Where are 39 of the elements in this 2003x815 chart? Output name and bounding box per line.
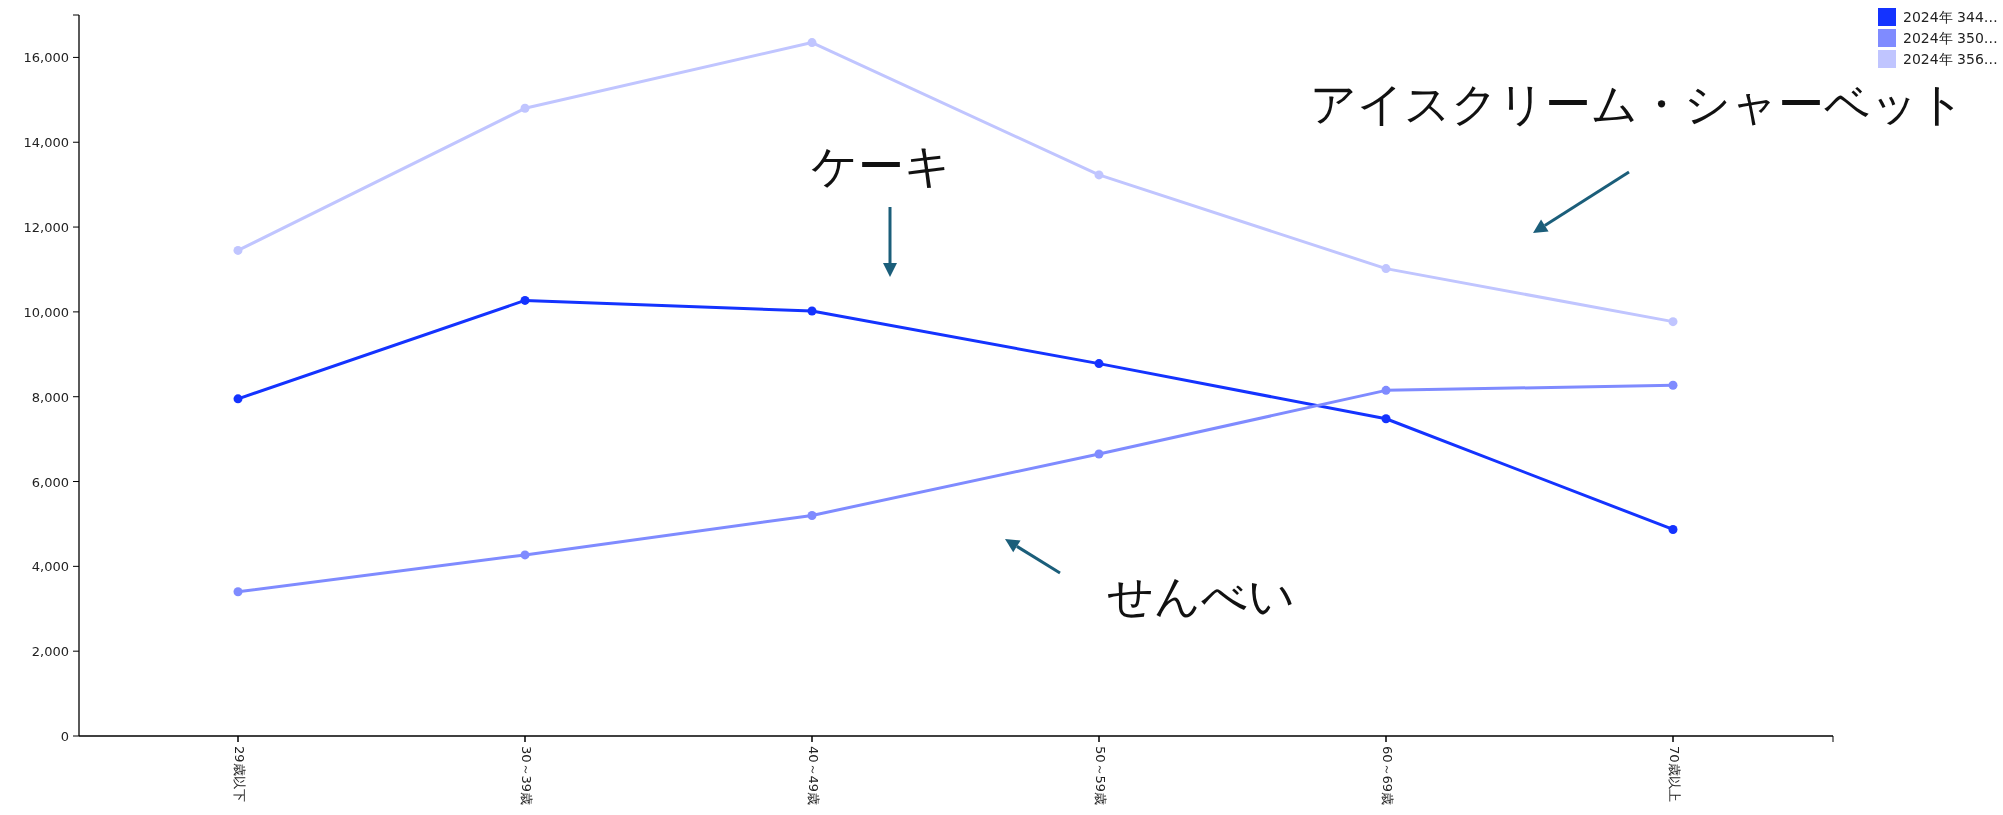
annotation: アイスクリーム・シャーベット: [1309, 77, 1965, 131]
point: [233, 394, 243, 404]
point: [1668, 380, 1678, 390]
point: [1381, 414, 1391, 424]
point: [1668, 524, 1678, 534]
x-tick-label: 40～49歳: [805, 746, 821, 806]
point: [1094, 170, 1104, 180]
point: [1094, 359, 1104, 369]
y-tick-label: 14,000: [23, 135, 69, 151]
x-tick-label: 70歳以上: [1666, 746, 1682, 802]
annotation: せんべい: [1107, 569, 1295, 623]
legend-label: 2024年 350…: [1903, 30, 1998, 46]
y-tick-label: 4,000: [31, 559, 69, 575]
point: [1381, 385, 1391, 395]
y-tick-label: 16,000: [23, 50, 69, 66]
point: [807, 306, 817, 316]
y-tick-label: 8,000: [31, 389, 69, 405]
y-tick-label: 0: [60, 729, 69, 744]
legend-label: 2024年 344…: [1903, 9, 1998, 25]
y-tick-label: 12,000: [23, 220, 69, 236]
y-tick-label: 10,000: [23, 304, 69, 320]
point: [1094, 449, 1104, 459]
legend-label: 2024年 356…: [1903, 51, 1998, 67]
point: [1381, 264, 1391, 274]
point: [520, 550, 530, 560]
y-tick-label: 6,000: [31, 474, 69, 490]
point: [233, 587, 243, 597]
x-tick-label: 29歳以下: [231, 746, 247, 802]
point: [807, 38, 817, 48]
point: [520, 295, 530, 305]
point: [807, 510, 817, 520]
annotation: ケーキ: [811, 139, 951, 193]
point: [233, 245, 243, 255]
point: [1668, 317, 1678, 327]
x-tick-label: 60～69歳: [1379, 746, 1395, 806]
point: [520, 103, 530, 113]
x-tick-label: 50～59歳: [1092, 746, 1108, 806]
x-tick-label: 30～39歳: [518, 746, 534, 806]
y-tick-label: 2,000: [31, 644, 69, 660]
